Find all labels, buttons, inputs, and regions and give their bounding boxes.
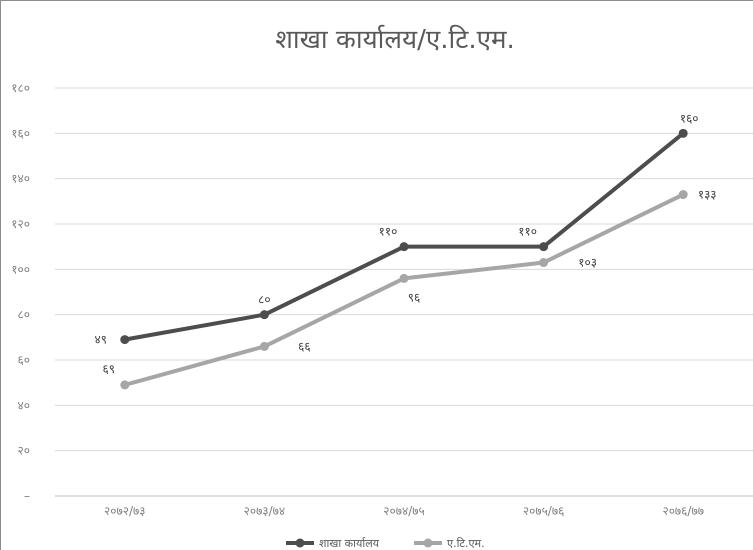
data-label: ९६ xyxy=(408,290,420,304)
data-point xyxy=(259,341,269,351)
legend: शाखा कार्यालय ए.टि.एम. xyxy=(286,537,485,550)
y-tick-label: १८० xyxy=(11,81,30,95)
data-label: ८० xyxy=(258,293,270,307)
data-label: ६६ xyxy=(298,339,310,353)
legend-label: ए.टि.एम. xyxy=(447,537,485,550)
data-point xyxy=(678,128,688,138)
data-point xyxy=(120,335,130,345)
data-label: १६० xyxy=(680,111,699,125)
data-label: ११० xyxy=(379,225,398,239)
data-label: १०३ xyxy=(578,256,597,270)
y-tick-label: – xyxy=(24,489,30,503)
x-tick-label: २०७२/७३ xyxy=(104,504,145,518)
y-tick-label: २० xyxy=(18,444,30,458)
data-label: ४९ xyxy=(95,333,107,347)
series-group: ४९ ८० ११० ११० १६० ६९ ६६ ९६ १०३ १३३ xyxy=(95,111,717,390)
x-tick-label: २०७३/७४ xyxy=(244,504,285,518)
gridlines xyxy=(55,87,753,497)
legend-marker xyxy=(423,538,433,548)
data-point xyxy=(678,190,688,200)
legend-marker xyxy=(295,538,305,548)
y-tick-label: १०० xyxy=(11,262,30,276)
x-tick-label: २०७४/७५ xyxy=(383,504,424,518)
y-tick-label: ४० xyxy=(18,398,30,412)
data-label: ११० xyxy=(518,225,537,239)
x-tick-label: २०७६/७७ xyxy=(662,504,703,518)
chart-title: शाखा कार्यालय/ए.टि.एम. xyxy=(275,24,515,55)
series-line xyxy=(122,192,686,387)
legend-label: शाखा कार्यालय xyxy=(319,537,380,550)
data-point xyxy=(539,242,549,252)
y-tick-label: ८० xyxy=(18,308,30,322)
x-axis: २०७२/७३ २०७३/७४ २०७४/७५ २०७५/७६ २०७६/७७ xyxy=(104,504,704,518)
x-tick-label: २०७५/७६ xyxy=(523,504,564,518)
data-point xyxy=(539,258,549,268)
y-tick-label: १४० xyxy=(11,172,30,186)
data-point xyxy=(259,310,269,320)
y-axis: – २० ४० ६० ८० १०० १२० १४० १६० १८० xyxy=(11,81,30,503)
data-point xyxy=(399,273,409,283)
y-tick-label: १२० xyxy=(11,217,30,231)
data-point xyxy=(120,380,130,390)
data-label: ६९ xyxy=(103,362,115,376)
data-label: १३३ xyxy=(698,188,717,202)
y-tick-label: १६० xyxy=(11,126,30,140)
y-tick-label: ६० xyxy=(18,353,30,367)
data-point xyxy=(399,242,409,252)
